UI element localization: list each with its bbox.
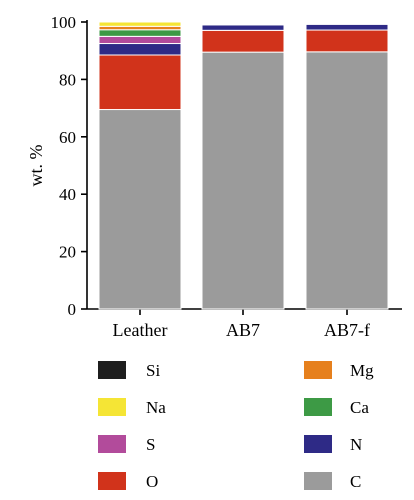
- legend-swatch-ca: [304, 398, 332, 416]
- legend-swatch-o: [98, 472, 126, 490]
- bar-segment-si-ab7: [201, 22, 285, 25]
- legend-label-c: C: [350, 472, 361, 491]
- legend: Si Na SO Mg Ca NC: [98, 361, 374, 491]
- legend-swatch-si: [98, 361, 126, 379]
- legend-label-mg: Mg: [350, 361, 374, 380]
- legend-swatch-c: [304, 472, 332, 490]
- legend-swatch-s: [98, 435, 126, 453]
- axes: 0 20 40 60 80 100 wt. % Leather AB7 AB7-f: [26, 13, 402, 340]
- bar-segment-n-ab7: [201, 24, 285, 31]
- bar-segment-c-leather: [98, 109, 182, 310]
- y-tick-label: 60: [59, 128, 76, 147]
- bar-segment-o-ab7: [201, 29, 285, 53]
- x-tick-label: AB7: [226, 320, 260, 340]
- bar-segment-n-leather: [98, 43, 182, 56]
- y-tick-label: 20: [59, 243, 76, 262]
- legend-label-si: Si: [146, 361, 160, 380]
- y-tick-label: 40: [59, 185, 76, 204]
- bar-segment-si-leather: [98, 20, 182, 23]
- bars: [98, 20, 389, 310]
- legend-swatch-na: [98, 398, 126, 416]
- y-tick-label: 80: [59, 70, 76, 89]
- bar-segment-c-ab7-f: [305, 51, 389, 310]
- legend-label-n: N: [350, 435, 362, 454]
- y-axis-title: wt. %: [26, 145, 46, 187]
- legend-swatch-mg: [304, 361, 332, 379]
- bar-segment-c-ab7: [201, 51, 285, 310]
- bar-segment-o-leather: [98, 54, 182, 111]
- legend-swatch-n: [304, 435, 332, 453]
- y-tick-label: 100: [51, 13, 77, 32]
- legend-label-o: O: [146, 472, 158, 491]
- bar-segment-ca-leather: [98, 29, 182, 37]
- x-tick-label: Leather: [113, 320, 168, 340]
- bar-segment-mg-leather: [98, 25, 182, 31]
- bar-segment-si-ab7-f: [305, 22, 389, 24]
- x-tick-label: AB7-f: [324, 320, 370, 340]
- bar-segment-n-ab7-f: [305, 23, 389, 31]
- legend-label-na: Na: [146, 398, 166, 417]
- y-tick-label: 0: [68, 300, 77, 319]
- bar-segment-na-leather: [98, 21, 182, 27]
- bar-segment-o-ab7-f: [305, 29, 389, 53]
- bar-segment-s-leather: [98, 35, 182, 45]
- legend-label-ca: Ca: [350, 398, 369, 417]
- legend-label-s: S: [146, 435, 155, 454]
